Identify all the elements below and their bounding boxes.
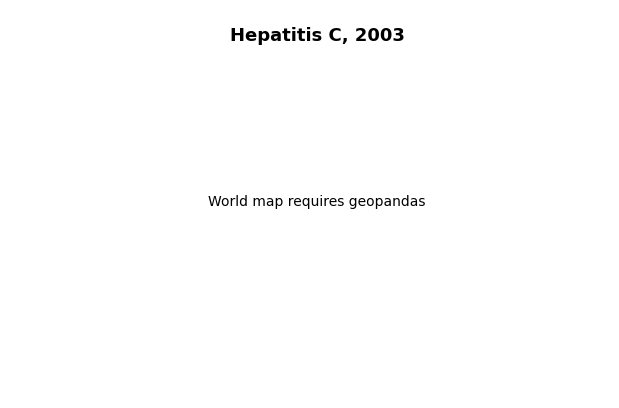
Text: World map requires geopandas: World map requires geopandas [209,195,426,209]
Title: Hepatitis C, 2003: Hepatitis C, 2003 [230,27,405,44]
